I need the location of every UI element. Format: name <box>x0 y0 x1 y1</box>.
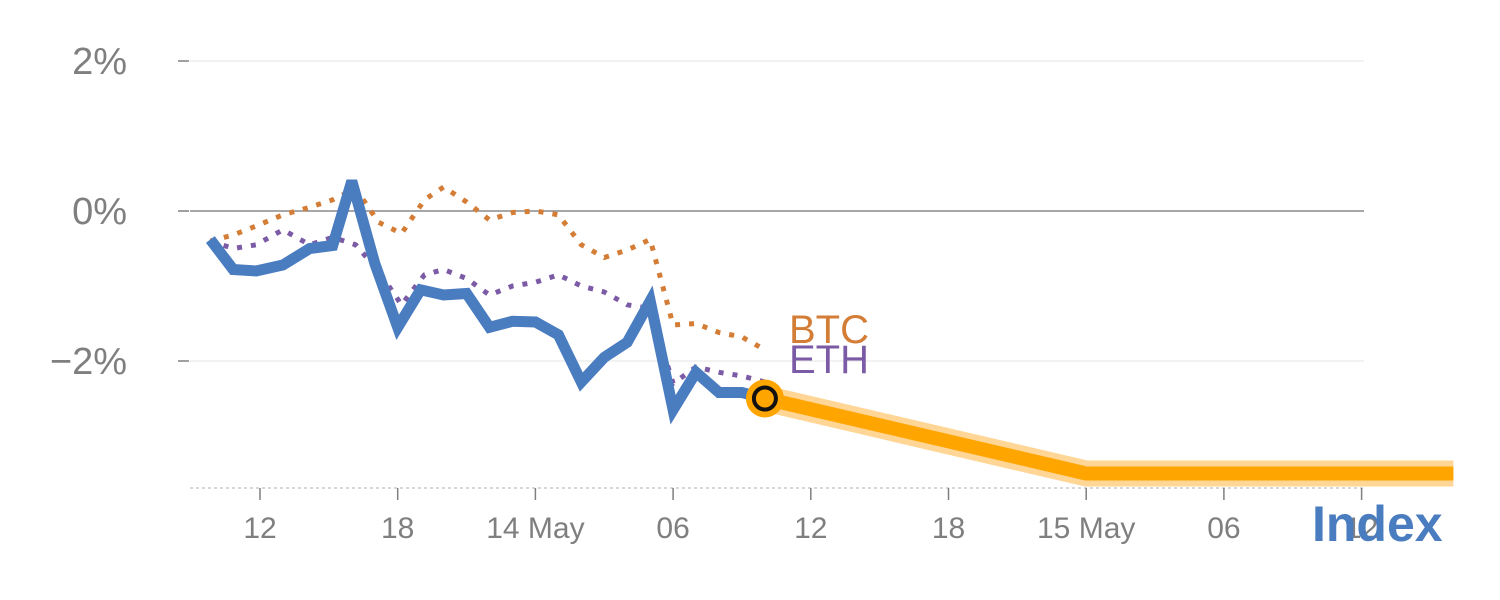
x-tick-label: 12 <box>243 512 276 545</box>
x-tick-label: 12 <box>1345 512 1378 545</box>
x-tick-label: 15 May <box>1037 512 1135 545</box>
current-marker <box>751 385 778 412</box>
y-tick-label: 2% <box>72 41 127 83</box>
projection-glow <box>761 385 1454 487</box>
series-layer <box>205 179 1454 487</box>
series-label-index: Index <box>1312 496 1443 552</box>
grid-layer <box>178 60 1364 362</box>
x-tick-label: 06 <box>1207 512 1240 545</box>
series-line-index <box>205 179 767 425</box>
x-axis: 12 18 14 May 06 12 18 15 May 06 12 <box>190 487 1378 545</box>
x-tick-label: 14 May <box>486 512 584 545</box>
x-tick-label: 18 <box>932 512 965 545</box>
y-tick-label: 0% <box>72 191 127 233</box>
marker-layer <box>745 379 784 418</box>
x-tick-label: 06 <box>656 512 689 545</box>
projection-line <box>763 391 1454 481</box>
series-label-btc: BTC <box>789 308 869 352</box>
y-axis-ticks: 2% 0% −2% <box>50 41 127 383</box>
x-tick-label: 18 <box>381 512 414 545</box>
y-tick-label: −2% <box>50 341 127 383</box>
series-label-eth: ETH <box>789 338 869 382</box>
x-tick-label: 12 <box>794 512 827 545</box>
